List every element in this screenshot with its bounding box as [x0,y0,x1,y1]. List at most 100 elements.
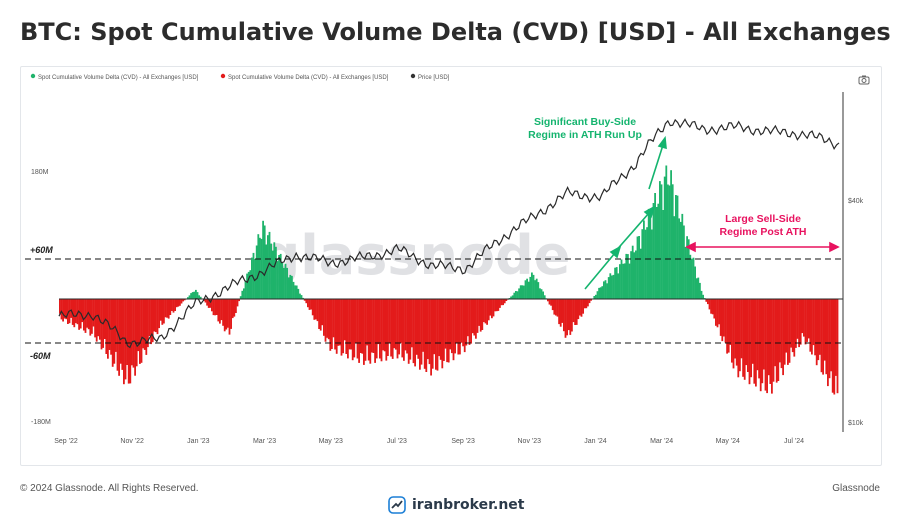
cvd-bar-negative [399,299,402,343]
cvd-bar-negative [787,299,789,365]
cvd-bar-negative [385,299,388,361]
cvd-bar-negative [65,299,68,320]
buy-side-annotation-line1: Significant Buy-Side [534,116,636,128]
cvd-bar-negative [731,299,733,363]
cvd-bar-positive [535,278,538,299]
x-tick-label: Nov '23 [518,438,542,445]
cvd-bar-negative [580,299,583,317]
cvd-bar-negative [468,299,471,345]
cvd-bar-negative [719,299,722,336]
cvd-bar-positive [300,295,303,299]
cvd-bar-negative [491,299,493,319]
cvd-bar-positive [695,278,698,299]
cvd-bar-negative [782,299,784,376]
cvd-bar-positive [699,282,701,299]
cvd-bar-positive [513,292,516,299]
cvd-bar-negative [315,299,317,320]
cvd-bar-negative [396,299,399,359]
cvd-bar-negative [227,299,229,328]
cvd-bar-positive [671,184,674,299]
cvd-bar-negative [771,299,773,394]
cvd-bar-negative [233,299,236,317]
cvd-bar-positive [686,236,688,299]
cvd-bar-positive [518,288,520,299]
cvd-bar-positive [615,267,618,299]
cvd-bar-negative [756,299,759,371]
cvd-bar-negative [430,299,432,376]
camera-icon[interactable] [858,75,870,85]
x-axis-ticks: Sep '22 Nov '22 Jan '23 Mar '23 May '23 Jul '… [54,438,804,445]
cvd-bar-positive [271,250,274,299]
cvd-bar-positive [283,267,285,299]
cvd-bar-negative [323,299,325,336]
cvd-bar-negative [587,299,589,307]
cvd-bar-negative [110,299,112,355]
cvd-bar-negative [132,299,135,368]
cvd-bar-negative [212,299,215,316]
cvd-bar-positive [289,274,292,299]
cvd-bar-negative [414,299,416,367]
cvd-bar-negative [207,299,210,308]
cvd-bar-positive [268,231,271,299]
cvd-bar-negative [179,299,181,306]
cvd-bar-positive [647,208,650,299]
cvd-bar-negative [836,299,839,394]
cvd-bar-negative [113,299,116,364]
cvd-bar-negative [95,299,98,342]
chart-legend: Spot Cumulative Volume Delta (CVD) - All… [30,73,450,81]
cvd-bar-negative [831,299,834,393]
cvd-bar-negative [478,299,480,326]
cvd-bar-negative [316,299,319,322]
cvd-bar-negative [783,299,786,365]
cvd-bar-negative [347,299,349,359]
x-tick-label: Mar '23 [253,438,276,445]
cvd-bar-negative [183,299,186,301]
cvd-bar-negative [318,299,320,329]
cvd-bar-negative [492,299,495,317]
cvd-bar-positive [195,289,197,299]
cvd-bar-negative [415,299,418,355]
cvd-bar-negative [825,299,828,375]
cvd-bar-positive [262,220,264,299]
cvd-bar-negative [97,299,100,337]
cvd-bar-positive [623,263,626,299]
cvd-bar-positive [599,287,602,299]
cvd-bar-negative [735,299,738,366]
cvd-bar-negative [823,299,826,361]
cvd-bar-positive [259,237,261,299]
cvd-bar-negative [63,299,66,319]
cvd-bar-negative [345,299,348,354]
chart-panel: Spot Cumulative Volume Delta (CVD) - All… [20,66,882,466]
cvd-bar-negative [715,299,717,326]
x-tick-label: Nov '22 [120,438,144,445]
cvd-bar-negative [835,299,837,376]
cvd-bar-negative [777,299,780,381]
cvd-bar-negative [166,299,168,318]
buy-arrow-2-head [643,205,656,219]
cvd-bar-negative [431,299,434,369]
cvd-bar-negative [763,299,765,370]
legend-label: Spot Cumulative Volume Delta (CVD) - All… [38,75,199,81]
cvd-bar-negative [111,299,114,367]
cvd-bar-negative [814,299,816,356]
cvd-bar-negative [417,299,420,359]
cvd-bar-positive [291,275,293,299]
cvd-bar-positive [511,295,514,299]
cvd-bar-positive [188,295,191,299]
cvd-bar-negative [559,299,562,327]
cvd-bar-negative [230,299,232,329]
x-tick-label: May '23 [319,438,343,445]
cvd-bar-negative [553,299,556,315]
cvd-bar-negative [327,299,330,340]
cvd-bar-positive [663,176,666,299]
cvd-bar-negative [372,299,375,353]
cvd-bar-positive [643,220,645,299]
cvd-bar-negative [721,299,724,342]
cvd-bar-negative [351,299,354,361]
cvd-bar-negative [83,299,85,331]
cvd-bar-negative [455,299,458,343]
cvd-bar-negative [457,299,460,355]
cvd-bar-positive [252,252,255,299]
cvd-bar-negative [337,299,340,346]
y-left-tick-top: 180M [31,169,49,176]
